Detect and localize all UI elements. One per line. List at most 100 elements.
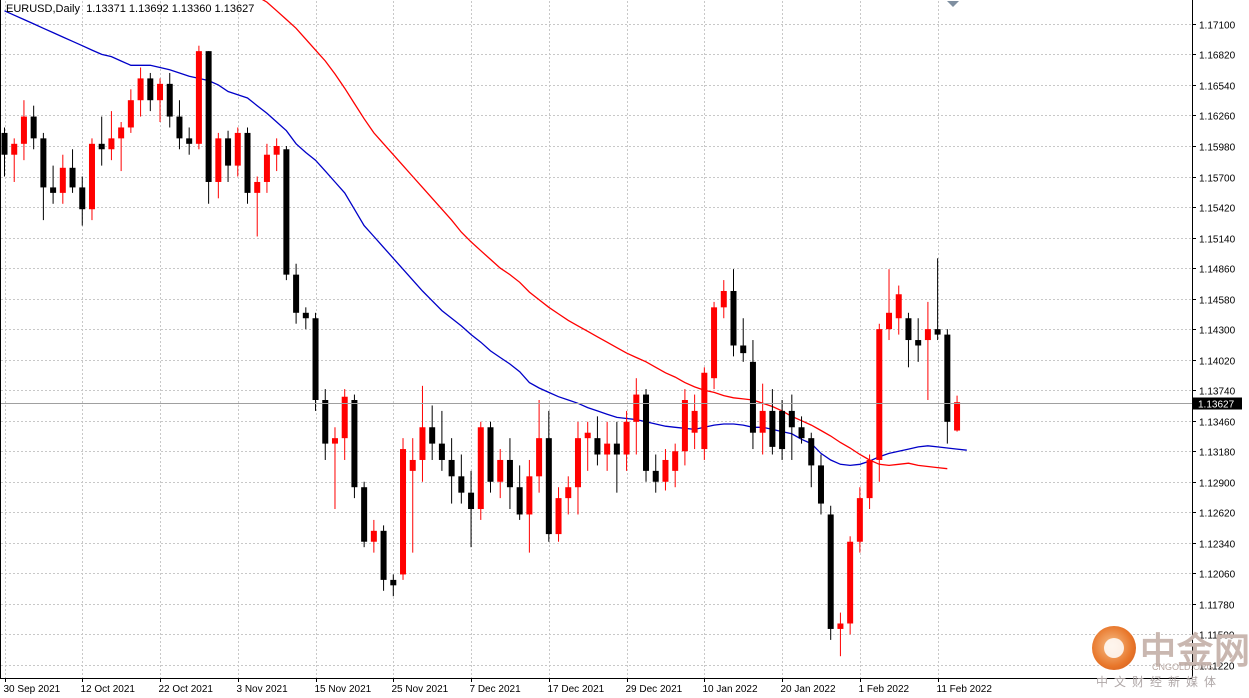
- y-tick-label: 1.15980: [1199, 143, 1236, 154]
- candle-body: [438, 443, 445, 460]
- candle-body: [88, 143, 95, 210]
- bear-candle: [934, 258, 941, 341]
- x-tick-label: 12 Oct 2021: [81, 684, 136, 695]
- candle-body: [555, 498, 562, 535]
- candle-body: [234, 132, 241, 166]
- candle-body: [798, 427, 805, 439]
- candle-body: [147, 78, 154, 101]
- candle-body: [98, 143, 105, 150]
- candle-body: [468, 492, 475, 510]
- bull-candle: [847, 536, 854, 635]
- ma-slow-line: [261, 0, 948, 470]
- candle-body: [79, 187, 86, 210]
- bear-candle: [769, 389, 776, 455]
- candle-body: [662, 459, 669, 482]
- candle-body: [837, 623, 844, 629]
- candle-body: [40, 138, 47, 188]
- bear-candle: [915, 318, 922, 362]
- x-tick-label: 11 Feb 2022: [937, 684, 993, 695]
- y-tick-label: 1.11500: [1199, 631, 1235, 642]
- bear-candle: [79, 176, 86, 226]
- y-tick-label: 1.13460: [1199, 418, 1236, 429]
- ma-fast-line: [4, 10, 967, 467]
- bull-candle: [662, 449, 669, 491]
- candle-body: [205, 51, 212, 182]
- watermark-logo: 中金网 CNGOLD.ORG 中文财经新媒体: [1090, 624, 1249, 690]
- candle-body: [526, 476, 533, 515]
- bear-candle: [905, 312, 912, 368]
- y-tick-label: 1.15420: [1199, 204, 1236, 215]
- candle-body: [487, 427, 494, 482]
- candle-body: [497, 459, 504, 482]
- candle-body: [186, 138, 193, 144]
- candle-body: [351, 400, 358, 488]
- bear-candle: [351, 394, 358, 499]
- grid: [0, 0, 1192, 678]
- candle-body: [361, 487, 368, 542]
- candle-body: [448, 459, 455, 477]
- candle-body: [59, 167, 66, 193]
- candle-body: [69, 167, 76, 188]
- bull-candle: [273, 138, 280, 172]
- y-tick-label: 1.15700: [1199, 174, 1236, 185]
- y-tick-label: 1.17100: [1199, 21, 1236, 32]
- y-tick-label: 1.15140: [1199, 235, 1236, 246]
- candle-body: [283, 149, 290, 275]
- bear-candle: [643, 389, 650, 482]
- bear-candle: [594, 416, 601, 466]
- bull-candle: [137, 67, 144, 117]
- candle-body: [604, 443, 611, 455]
- candle-body: [779, 410, 786, 450]
- candle-body: [312, 318, 319, 401]
- candle-body: [215, 138, 222, 182]
- bull-candle: [895, 285, 902, 335]
- bull-candle: [370, 519, 377, 553]
- bull-candle: [263, 143, 270, 193]
- candle-body: [458, 476, 465, 493]
- y-tick-label: 1.12620: [1199, 509, 1236, 520]
- bull-candle: [954, 395, 961, 432]
- candle-body: [711, 307, 718, 379]
- bear-candle: [827, 505, 834, 640]
- time-axis: 30 Sep 2021 12 Oct 2021 22 Oct 2021 3 Nov 2…: [0, 678, 1192, 695]
- candle-body: [390, 579, 397, 586]
- bull-candle: [526, 459, 533, 553]
- x-tick-label: 17 Dec 2021: [548, 684, 605, 695]
- bull-candle: [118, 122, 125, 172]
- candle-body: [701, 372, 708, 450]
- bear-candle: [176, 100, 183, 150]
- bear-candle: [322, 389, 329, 460]
- bull-candle: [234, 127, 241, 177]
- bull-candle: [127, 89, 134, 133]
- y-tick-label: 1.16540: [1199, 82, 1236, 93]
- candle-body: [11, 143, 18, 155]
- bear-candle: [244, 127, 251, 204]
- candle-body: [759, 410, 766, 433]
- bull-candle: [20, 100, 27, 161]
- y-tick-label: 1.11220: [1199, 662, 1235, 673]
- chart-title: EURUSD,Daily 1.13371 1.13692 1.13360 1.1…: [6, 3, 254, 15]
- chart-shift-triangle-icon[interactable]: [947, 1, 959, 7]
- candle-body: [730, 290, 737, 346]
- bear-candle: [98, 116, 105, 166]
- bear-candle: [312, 312, 319, 411]
- bear-candle: [944, 329, 951, 444]
- bull-candle: [88, 138, 95, 221]
- bull-candle: [419, 385, 426, 482]
- candle-body: [429, 427, 436, 444]
- bear-candle: [380, 525, 387, 591]
- candle-body: [895, 294, 902, 319]
- x-tick-label: 1 Feb 2022: [859, 684, 910, 695]
- candle-body: [273, 145, 280, 155]
- candle-body: [720, 290, 727, 308]
- price-axis: 1.17100 1.16820 1.16540 1.16260 1.15980 1.157…: [1192, 0, 1236, 678]
- chart-shift-marker[interactable]: [947, 1, 959, 7]
- candle-body: [506, 459, 513, 488]
- candle-body: [244, 132, 251, 193]
- candle-body: [118, 127, 125, 139]
- candle-body: [400, 449, 407, 575]
- bull-candle: [672, 443, 679, 488]
- bear-candle: [429, 405, 436, 460]
- bull-candle: [856, 487, 863, 553]
